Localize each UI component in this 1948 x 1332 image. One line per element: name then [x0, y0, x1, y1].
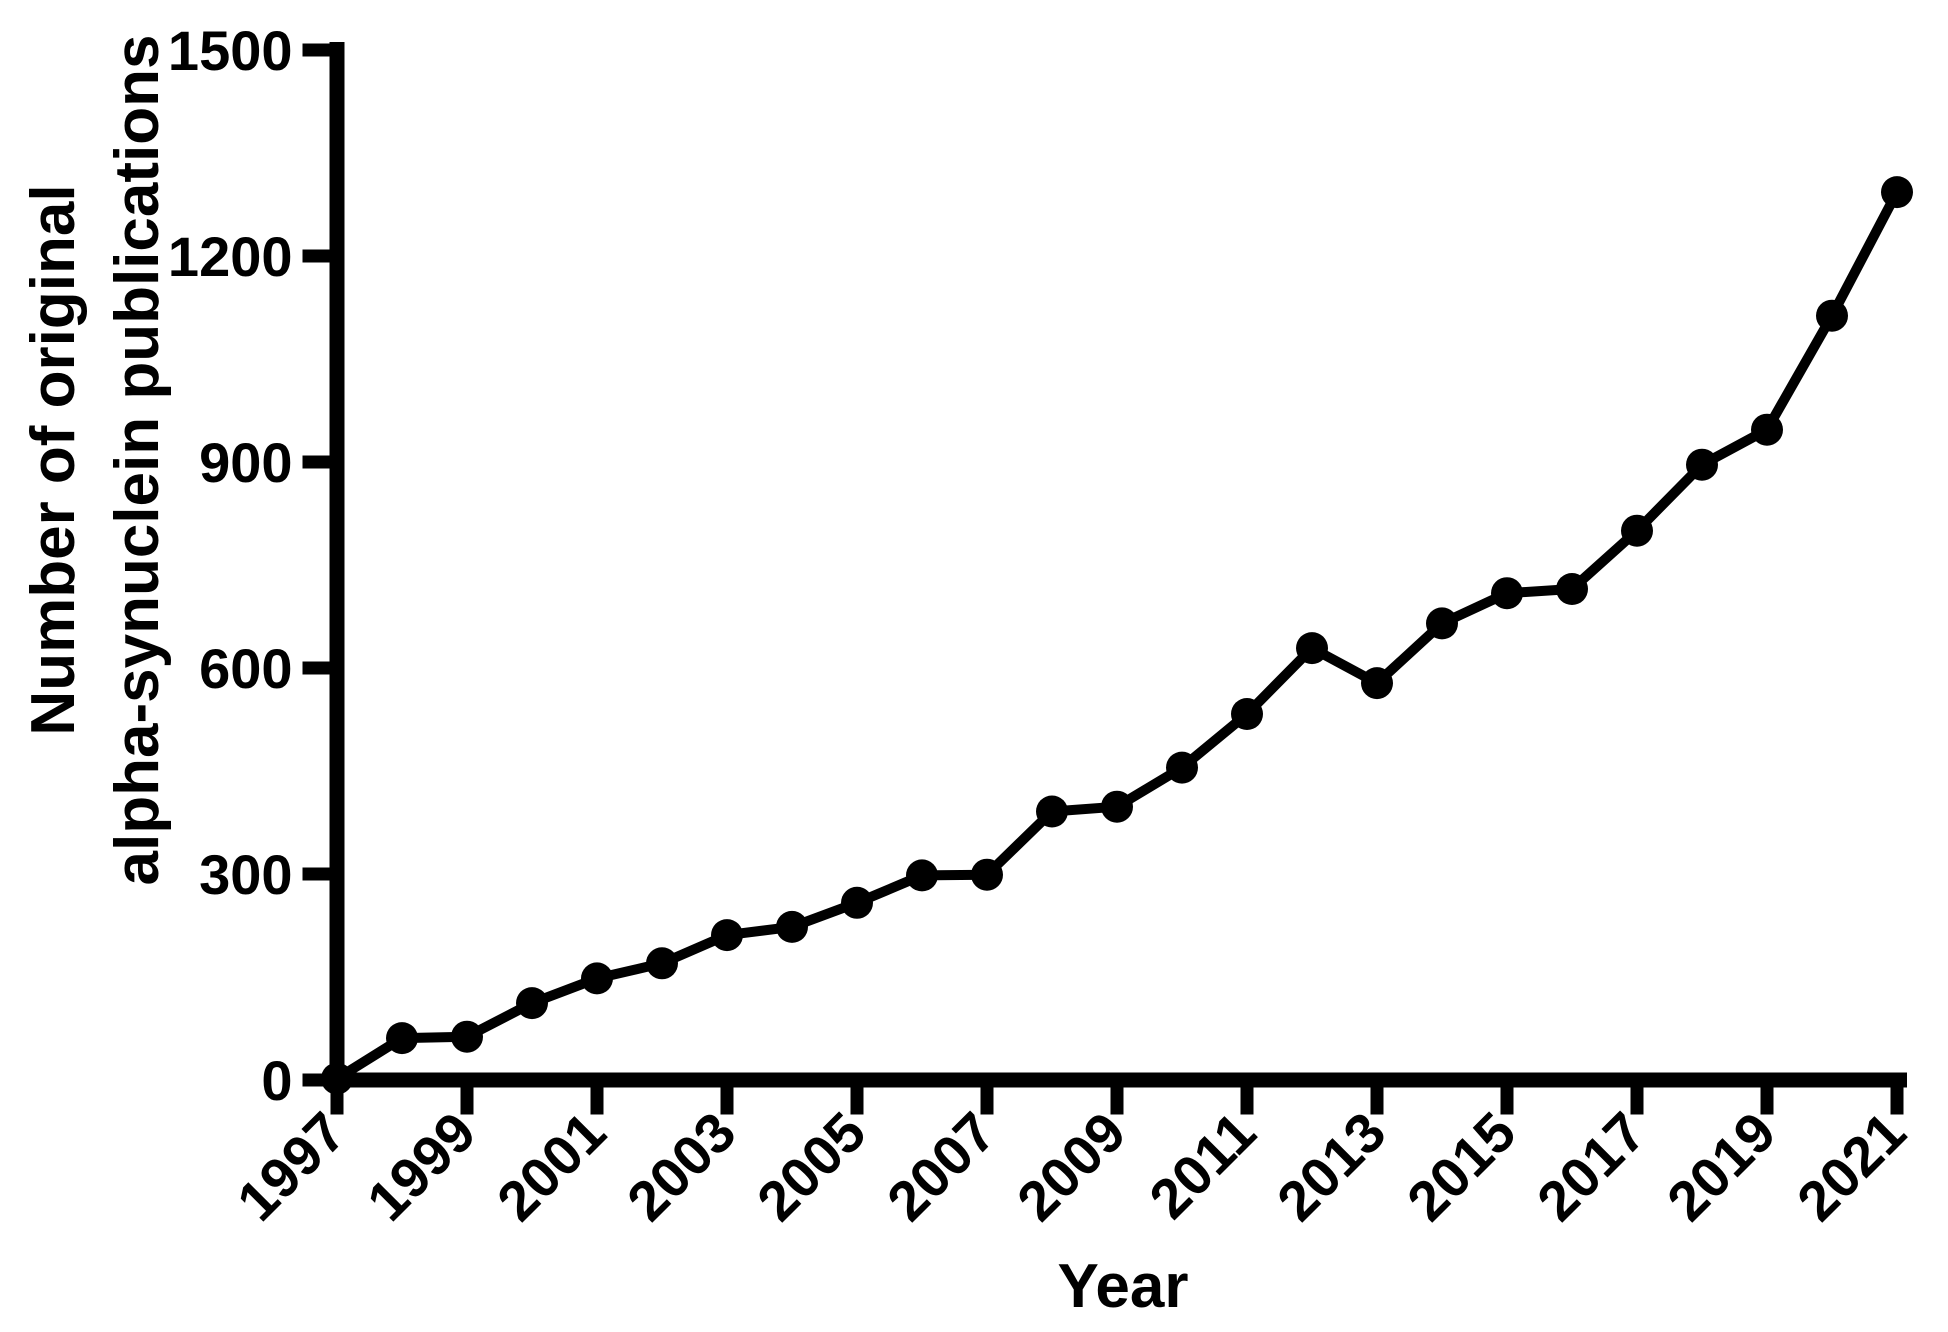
y-tick-label-600: 600 [199, 637, 292, 700]
x-tick-label-2011: 2011 [1137, 1100, 1267, 1230]
data-point-2010 [1166, 751, 1198, 784]
data-point-2017 [1621, 514, 1653, 547]
data-point-2016 [1556, 573, 1588, 605]
data-point-1998 [386, 1022, 418, 1055]
x-tick-label-1999: 1999 [355, 1100, 488, 1233]
y-tick-label-900: 900 [199, 431, 292, 494]
data-point-2004 [776, 910, 808, 943]
data-point-2001 [581, 962, 613, 995]
data-point-2005 [841, 886, 873, 919]
x-tick-label-1997: 1997 [225, 1100, 358, 1233]
y-tick-label-1200: 1200 [168, 225, 293, 288]
x-tick-label-2013: 2013 [1265, 1100, 1398, 1233]
data-point-2000 [516, 987, 548, 1020]
x-tick-label-2005: 2005 [745, 1100, 878, 1233]
series-group [321, 176, 1913, 1095]
data-point-2002 [646, 947, 678, 980]
x-tick-label-2015: 2015 [1395, 1100, 1528, 1233]
data-point-2021 [1881, 176, 1913, 209]
series-line [332, 187, 1902, 1084]
data-point-2006 [906, 859, 938, 892]
data-point-2020 [1816, 299, 1848, 332]
data-point-2003 [711, 919, 743, 952]
y-axis-title: Number of original alpha-synuclein public… [19, 35, 172, 886]
x-tick-label-2017: 2017 [1525, 1100, 1658, 1233]
data-point-2009 [1101, 790, 1133, 823]
data-point-2008 [1036, 795, 1068, 828]
data-point-2013 [1361, 667, 1393, 700]
x-tick-label-2003: 2003 [615, 1100, 748, 1233]
x-tick-label-2009: 2009 [1005, 1100, 1138, 1233]
y-axis-title-line-1: Number of original [19, 184, 88, 735]
x-tick-label-2007: 2007 [875, 1100, 1008, 1233]
x-tick-label-2019: 2019 [1655, 1100, 1788, 1233]
y-axis-title-line-2: alpha-synuclein publications [103, 35, 172, 886]
y-tick-label-0: 0 [261, 1049, 292, 1112]
data-point-2014 [1426, 607, 1458, 640]
x-tick-label-2001: 2001 [485, 1100, 618, 1233]
x-axis-title: Year [1057, 1252, 1188, 1321]
y-tick-label-1500: 1500 [168, 19, 293, 82]
data-point-2018 [1686, 448, 1718, 481]
data-point-2011 [1231, 698, 1263, 730]
axes-group: 0300600900120015001997199920012003200520… [168, 19, 1918, 1232]
data-point-2019 [1751, 413, 1783, 446]
data-point-2012 [1296, 632, 1328, 665]
data-point-2015 [1491, 577, 1523, 610]
data-point-2007 [971, 858, 1003, 891]
data-point-1997 [321, 1062, 353, 1095]
x-tick-label-2021: 2021 [1785, 1100, 1918, 1233]
data-point-1999 [451, 1020, 483, 1053]
y-tick-label-300: 300 [199, 843, 292, 906]
